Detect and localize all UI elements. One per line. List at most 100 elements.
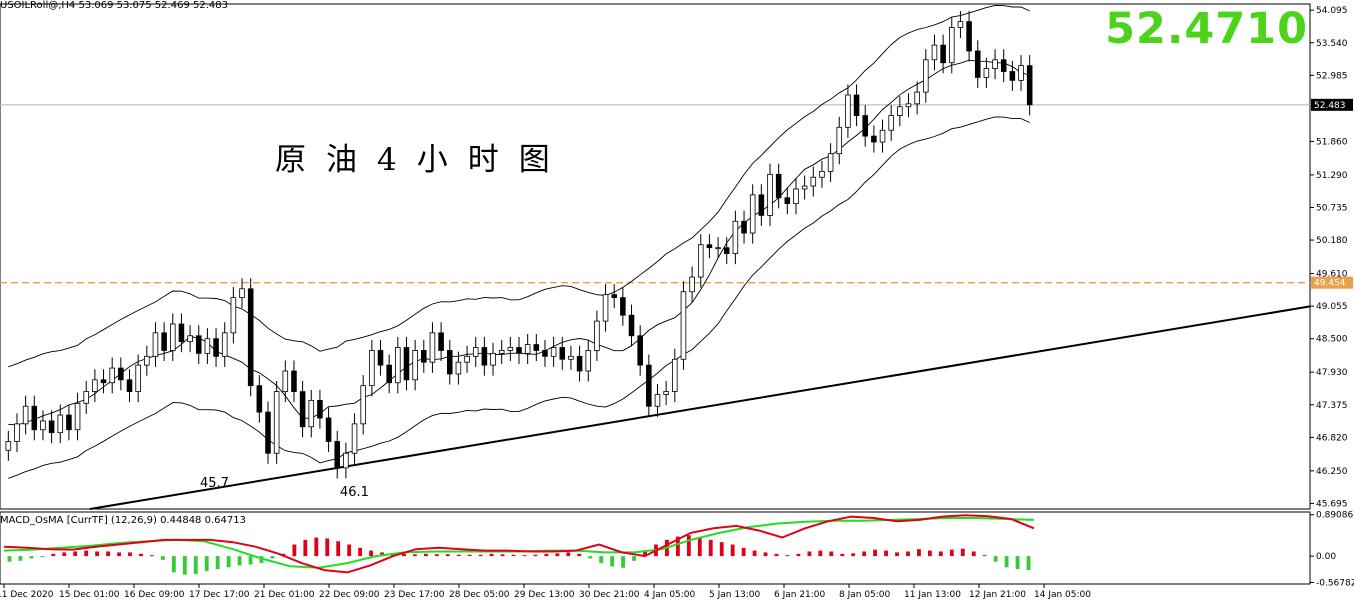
candle-body [897, 106, 903, 116]
candle-body [282, 370, 289, 392]
candle-body [490, 352, 496, 366]
candle-body [22, 405, 29, 425]
x-tick-label: 6 Jan 21:00 [774, 590, 826, 599]
candle-body [40, 420, 46, 431]
candle-body [637, 335, 643, 366]
candle-body [438, 332, 444, 351]
macd-histogram-bar [1015, 556, 1020, 570]
candle-body [126, 379, 133, 392]
bollinger-upper [8, 4, 1030, 368]
macd-histogram-bar [248, 556, 253, 565]
macd-histogram-bar [160, 556, 165, 560]
macd-histogram-bar [960, 548, 965, 557]
candle-body [853, 94, 860, 116]
current-price-label: 52.483 [1314, 101, 1346, 111]
candle-body [412, 350, 418, 381]
macd-histogram-bar [215, 556, 220, 570]
macd-histogram-bar [643, 551, 647, 557]
macd-histogram-bar [445, 554, 450, 557]
macd-histogram-bar [895, 552, 899, 557]
candle-body [118, 367, 124, 381]
macd-histogram-bar [993, 556, 998, 562]
candle-body [74, 402, 81, 431]
macd-histogram-bar [544, 553, 549, 557]
macd-histogram-bar [226, 556, 231, 568]
macd-histogram-bar [171, 556, 176, 573]
macd-histogram-bar [303, 539, 308, 557]
macd-histogram-bar [533, 554, 538, 557]
candle-body [827, 153, 834, 172]
candle-body [386, 364, 392, 384]
candle-body [221, 332, 228, 357]
macd-osma-chart [3, 514, 1035, 575]
x-tick-label: 30 Dec 21:00 [579, 590, 640, 599]
macd-histogram-bar [697, 537, 702, 557]
macd-histogram-bar [456, 554, 461, 557]
macd-histogram-bar [927, 550, 932, 557]
macd-histogram-bar [719, 542, 724, 557]
macd-histogram-bar [73, 551, 78, 557]
candle-body [239, 288, 245, 299]
macd-histogram-bar [796, 553, 801, 557]
candle-body [810, 176, 817, 187]
bollinger-middle [8, 59, 1030, 426]
candle-body [966, 21, 972, 52]
candle-body [923, 59, 929, 93]
macd-histogram-bar [829, 551, 834, 557]
candle-body [862, 115, 868, 137]
y-tick-label: 47.930 [1316, 368, 1348, 378]
macd-histogram-bar [763, 552, 768, 557]
candle-body [585, 350, 592, 372]
candle-body [100, 379, 107, 384]
candle-body [446, 350, 453, 375]
support-trendline [89, 305, 1311, 510]
macd-histogram-bar [62, 552, 67, 557]
candle-body [516, 347, 522, 354]
y-tick-label: 46.250 [1316, 467, 1348, 477]
macd-histogram-bar [807, 551, 812, 557]
resistance-level-tag [1311, 276, 1353, 289]
candle-body [775, 173, 782, 199]
chart-title-chinese: 原油4小时图 [275, 142, 570, 178]
x-tick-label: 28 Dec 05:00 [449, 590, 510, 599]
candle-body [31, 405, 38, 431]
macd-histogram-bar [840, 553, 845, 557]
x-tick-label: 11 Dec 2020 [0, 590, 54, 599]
candle-body [871, 135, 877, 143]
x-tick-label: 23 Dec 17:00 [384, 590, 445, 599]
candle-body [602, 294, 609, 322]
candle-body [14, 423, 20, 442]
candle-body [931, 44, 938, 61]
macd-histogram-bar [467, 554, 472, 557]
macd-histogram-bar [84, 550, 89, 557]
resistance-level-label: 49.454 [1314, 279, 1346, 289]
y-tick-label: 46.820 [1316, 433, 1348, 443]
macd-histogram-bar [237, 556, 242, 566]
candle-body [888, 115, 894, 131]
macd-histogram-bar [873, 549, 878, 557]
macd-histogram-bar [347, 544, 352, 557]
candle-body [360, 385, 366, 425]
candle-body [213, 338, 219, 357]
candle-body [948, 27, 955, 64]
macd-histogram-bar [949, 549, 954, 557]
macd-histogram-bar [292, 544, 297, 557]
y-tick-label: 47.375 [1316, 401, 1348, 411]
candle-body [351, 423, 358, 454]
candle-body [1009, 71, 1016, 81]
macd-histogram-bar [40, 556, 45, 558]
candle-body [974, 50, 981, 78]
candle-body [620, 297, 626, 316]
macd-histogram-bar [1004, 556, 1009, 568]
current-price-tag [1311, 98, 1353, 111]
macd-histogram-bar [862, 551, 867, 557]
x-tick-label: 16 Dec 09:00 [124, 590, 185, 599]
candle-body [178, 323, 185, 343]
y-tick-label: 50.735 [1316, 203, 1348, 213]
candle-body [568, 355, 574, 360]
macd-histogram-bar [336, 541, 341, 557]
macd-histogram-bar [150, 555, 154, 557]
candle-body [749, 194, 756, 234]
macd-histogram-bar [851, 553, 856, 557]
candle-body [343, 452, 349, 469]
